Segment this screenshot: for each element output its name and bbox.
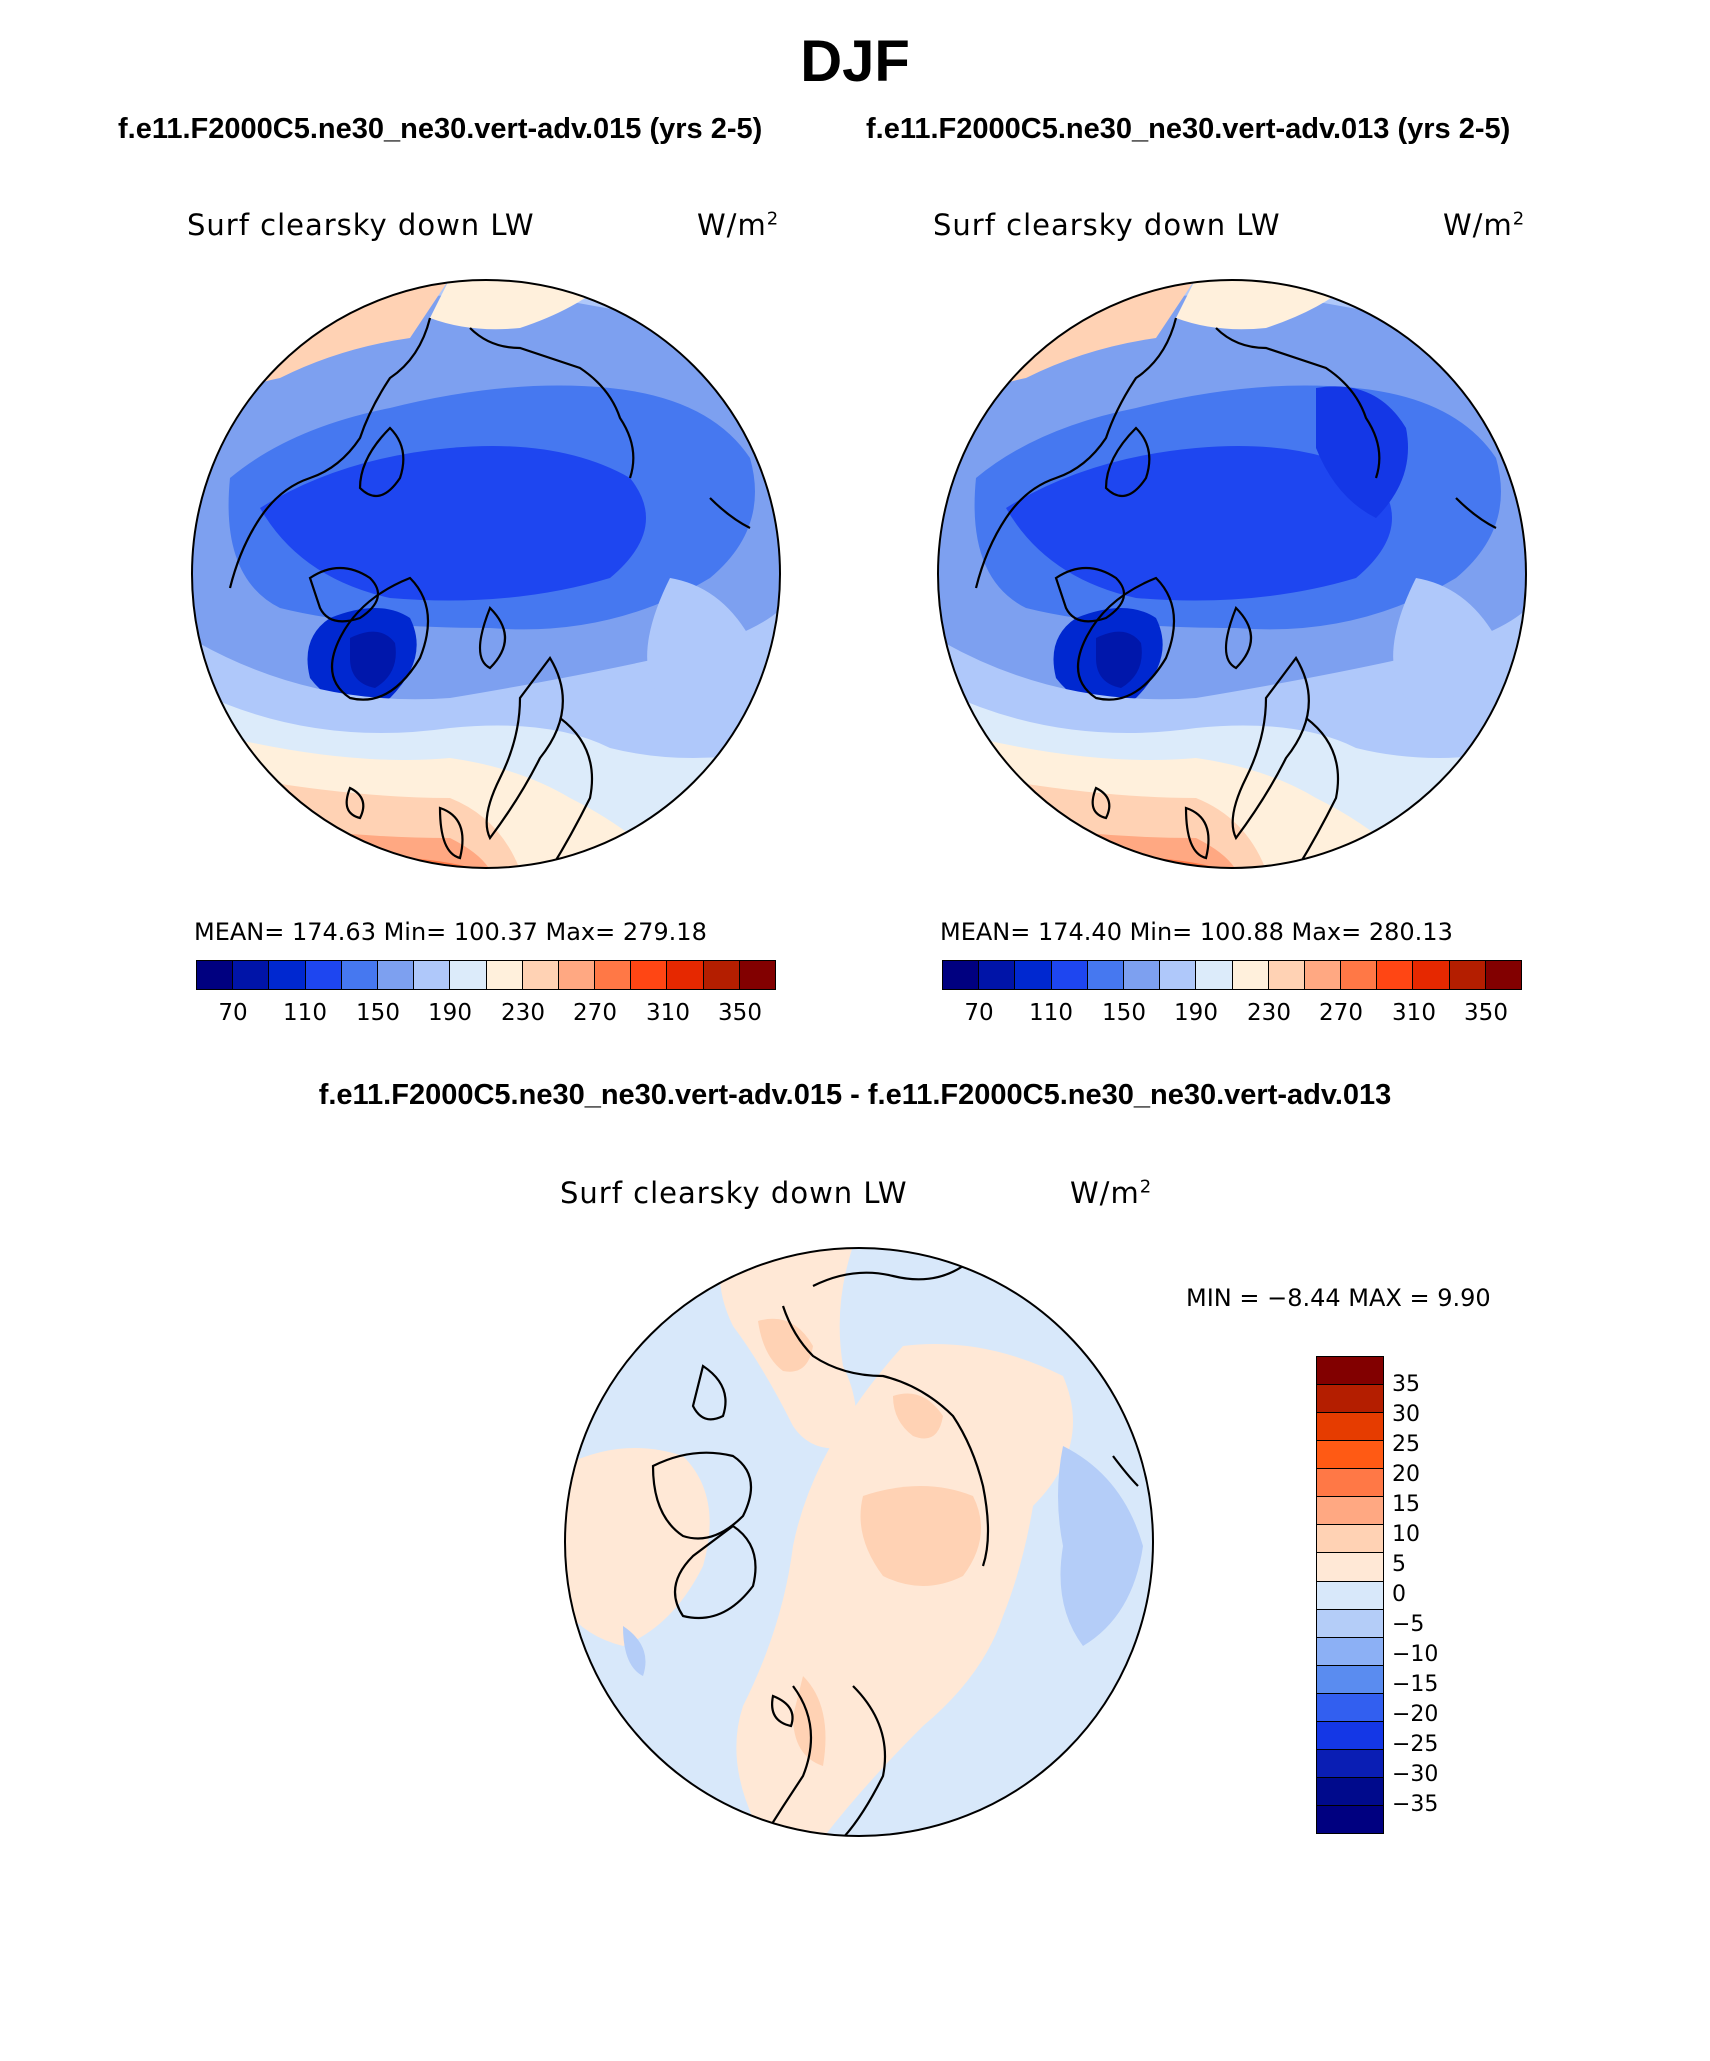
diff-colorbar-tick: −35 bbox=[1392, 1792, 1439, 1817]
case2-colorbar-swatch bbox=[1413, 961, 1450, 989]
case2-colorbar-tick: 70 bbox=[964, 1000, 994, 1026]
diff-colorbar-tick: −20 bbox=[1392, 1702, 1439, 1727]
diff-colorbar-tick: 30 bbox=[1392, 1402, 1420, 1427]
diff-variable-label: Surf clearsky down LW bbox=[560, 1176, 908, 1210]
case1-variable-label: Surf clearsky down LW bbox=[187, 208, 535, 242]
case2-colorbar-swatch bbox=[1377, 961, 1414, 989]
diff-units-label: W/m2 bbox=[1070, 1176, 1153, 1210]
case2-colorbar-swatch bbox=[1015, 961, 1052, 989]
case2-colorbar-swatch bbox=[1449, 961, 1486, 989]
case1-colorbar-swatch bbox=[486, 961, 523, 989]
diff-colorbar-swatch bbox=[1317, 1637, 1383, 1666]
case1-colorbar-swatch bbox=[269, 961, 306, 989]
case2-colorbar-swatch bbox=[979, 961, 1016, 989]
case1-stats: MEAN= 174.63 Min= 100.37 Max= 279.18 bbox=[194, 918, 707, 946]
diff-colorbar-swatch bbox=[1317, 1609, 1383, 1638]
case1-colorbar-swatch bbox=[631, 961, 668, 989]
case2-header: f.e11.F2000C5.ne30_ne30.vert-adv.013 (yr… bbox=[866, 113, 1511, 145]
case2-colorbar-swatch bbox=[1485, 961, 1521, 989]
case1-colorbar-tick: 70 bbox=[218, 1000, 248, 1026]
case2-colorbar-swatch bbox=[1341, 961, 1378, 989]
case2-colorbar-swatch bbox=[1051, 961, 1088, 989]
case1-colorbar-tick: 230 bbox=[501, 1000, 545, 1026]
case2-variable-label: Surf clearsky down LW bbox=[933, 208, 1281, 242]
diff-colorbar-swatch bbox=[1317, 1441, 1383, 1470]
diff-colorbar-swatch bbox=[1317, 1413, 1383, 1442]
diff-colorbar-tick: −30 bbox=[1392, 1762, 1439, 1787]
diff-colorbar-tick: 35 bbox=[1392, 1372, 1420, 1397]
diff-colorbar-swatch bbox=[1317, 1497, 1383, 1526]
case2-colorbar-swatch bbox=[1087, 961, 1124, 989]
case1-colorbar-swatch bbox=[595, 961, 632, 989]
diff-colorbar-swatch bbox=[1317, 1525, 1383, 1554]
case1-colorbar-tick: 190 bbox=[428, 1000, 472, 1026]
case2-colorbar-swatch bbox=[943, 961, 980, 989]
case2-colorbar-swatch bbox=[1196, 961, 1233, 989]
diff-colorbar-swatch bbox=[1317, 1385, 1383, 1414]
case1-colorbar-swatch bbox=[197, 961, 234, 989]
case2-colorbar bbox=[942, 960, 1522, 990]
case2-colorbar-tick: 350 bbox=[1464, 1000, 1508, 1026]
case1-colorbar-tick: 150 bbox=[356, 1000, 400, 1026]
case1-colorbar-swatch bbox=[450, 961, 487, 989]
case2-colorbar-swatch bbox=[1268, 961, 1305, 989]
case2-colorbar-swatch bbox=[1304, 961, 1342, 989]
case1-polar-map bbox=[191, 279, 781, 869]
case1-colorbar-swatch bbox=[739, 961, 775, 989]
diff-colorbar-tick: 0 bbox=[1392, 1582, 1406, 1607]
diff-colorbar-swatch bbox=[1317, 1721, 1383, 1750]
case2-colorbar-tick: 150 bbox=[1102, 1000, 1146, 1026]
case1-colorbar-swatch bbox=[377, 961, 415, 989]
case1-colorbar-tick: 350 bbox=[718, 1000, 762, 1026]
diff-colorbar-tick: 25 bbox=[1392, 1432, 1420, 1457]
case2-colorbar-tick: 310 bbox=[1392, 1000, 1436, 1026]
diff-colorbar-tick: 5 bbox=[1392, 1552, 1406, 1577]
case1-colorbar-swatch bbox=[233, 961, 270, 989]
diff-colorbar-swatch bbox=[1317, 1665, 1383, 1694]
diff-colorbar-tick: −5 bbox=[1392, 1612, 1425, 1637]
diff-colorbar-swatch bbox=[1317, 1693, 1383, 1722]
diff-colorbar-swatch bbox=[1317, 1357, 1383, 1386]
case1-colorbar-tick: 310 bbox=[646, 1000, 690, 1026]
diff-colorbar-tick: −15 bbox=[1392, 1672, 1439, 1697]
case1-colorbar-tick: 270 bbox=[573, 1000, 617, 1026]
case1-units-label: W/m2 bbox=[697, 208, 780, 242]
case2-colorbar-tick: 230 bbox=[1247, 1000, 1291, 1026]
case1-colorbar-swatch bbox=[305, 961, 342, 989]
diff-colorbar-tick: 10 bbox=[1392, 1522, 1420, 1547]
case2-colorbar-swatch bbox=[1232, 961, 1269, 989]
case2-colorbar-tick: 110 bbox=[1029, 1000, 1073, 1026]
diff-colorbar-swatch bbox=[1317, 1749, 1383, 1778]
diff-colorbar-tick: −10 bbox=[1392, 1642, 1439, 1667]
diff-colorbar bbox=[1316, 1356, 1384, 1834]
case1-colorbar-swatch bbox=[703, 961, 740, 989]
diff-colorbar-tick: 20 bbox=[1392, 1462, 1420, 1487]
diff-colorbar-swatch bbox=[1317, 1806, 1383, 1834]
diff-colorbar-swatch bbox=[1317, 1553, 1383, 1582]
case2-stats: MEAN= 174.40 Min= 100.88 Max= 280.13 bbox=[940, 918, 1453, 946]
case2-units-label: W/m2 bbox=[1443, 208, 1526, 242]
case2-colorbar-swatch bbox=[1160, 961, 1197, 989]
case1-colorbar-swatch bbox=[558, 961, 596, 989]
case2-colorbar-swatch bbox=[1123, 961, 1161, 989]
diff-colorbar-tick: −25 bbox=[1392, 1732, 1439, 1757]
case1-colorbar-swatch bbox=[414, 961, 451, 989]
case1-colorbar-swatch bbox=[667, 961, 704, 989]
case2-polar-map bbox=[937, 279, 1527, 869]
case1-colorbar-swatch bbox=[522, 961, 559, 989]
diff-polar-map bbox=[564, 1247, 1154, 1837]
case2-colorbar-tick: 190 bbox=[1174, 1000, 1218, 1026]
figure-title: DJF bbox=[800, 29, 910, 94]
case1-header: f.e11.F2000C5.ne30_ne30.vert-adv.015 (yr… bbox=[118, 113, 763, 145]
diff-colorbar-swatch bbox=[1317, 1469, 1383, 1498]
case1-colorbar-tick: 110 bbox=[283, 1000, 327, 1026]
case1-colorbar-swatch bbox=[341, 961, 378, 989]
diff-colorbar-tick: 15 bbox=[1392, 1492, 1420, 1517]
diff-stats: MIN = −8.44 MAX = 9.90 bbox=[1186, 1284, 1491, 1312]
case2-colorbar-tick: 270 bbox=[1319, 1000, 1363, 1026]
case1-colorbar bbox=[196, 960, 776, 990]
diff-header: f.e11.F2000C5.ne30_ne30.vert-adv.015 - f… bbox=[318, 1079, 1392, 1111]
diff-colorbar-swatch bbox=[1317, 1777, 1383, 1806]
diff-colorbar-swatch bbox=[1317, 1581, 1383, 1610]
